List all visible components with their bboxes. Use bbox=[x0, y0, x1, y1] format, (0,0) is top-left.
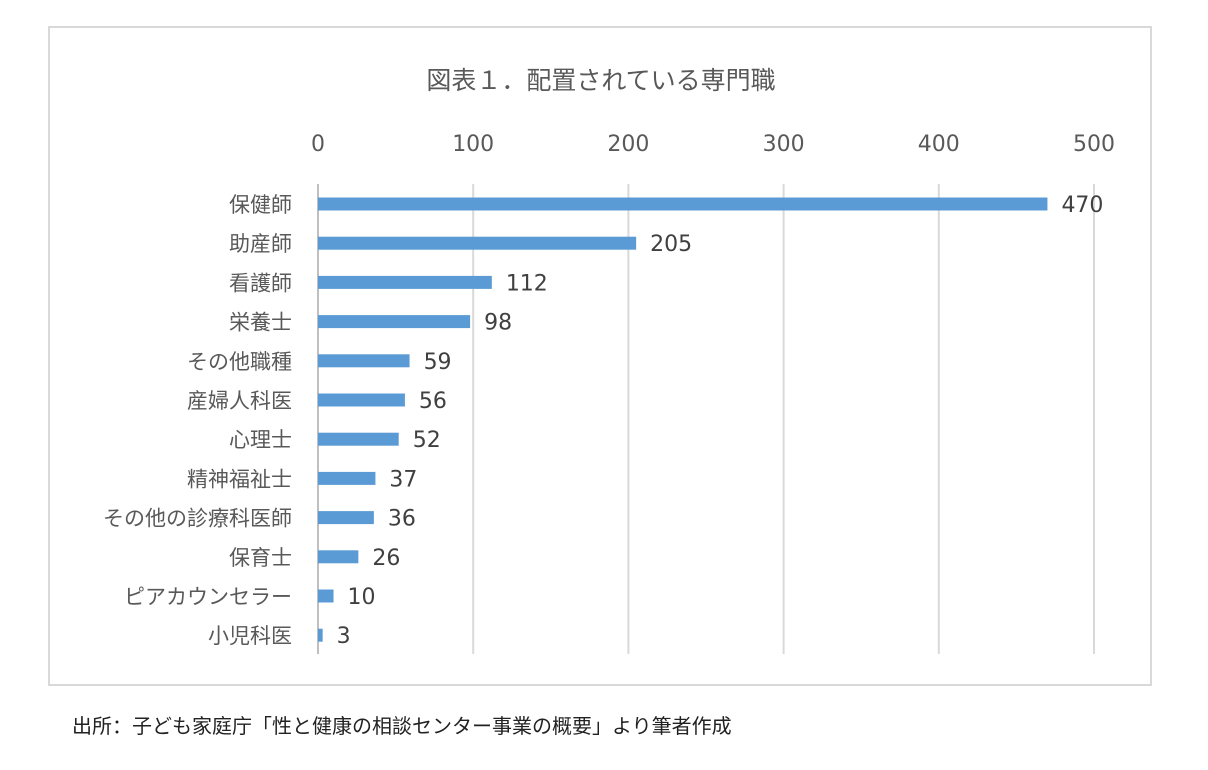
data-label: 36 bbox=[388, 507, 416, 532]
x-tick-label: 100 bbox=[452, 132, 494, 157]
category-label: 保健師 bbox=[229, 193, 292, 217]
bar bbox=[318, 197, 1048, 211]
category-label: 看護師 bbox=[229, 271, 292, 295]
bar bbox=[318, 275, 492, 289]
category-label: 産婦人科医 bbox=[187, 389, 292, 413]
data-label: 10 bbox=[348, 585, 376, 610]
gridlines bbox=[317, 184, 1095, 654]
bar bbox=[318, 589, 334, 603]
data-label: 3 bbox=[337, 624, 351, 649]
bar bbox=[318, 471, 376, 485]
category-labels: 保健師助産師看護師栄養士その他職種産婦人科医心理士精神福祉士その他の診療科医師保… bbox=[103, 193, 292, 648]
category-label: 栄養士 bbox=[229, 311, 292, 335]
category-label: その他職種 bbox=[187, 350, 292, 374]
category-label: ピアカウンセラー bbox=[124, 585, 292, 609]
bar-chart: 図表１．配置されている専門職 0 100 200 300 400 500 保健師助産師看護… bbox=[103, 66, 1115, 654]
x-tick-label: 0 bbox=[311, 132, 325, 157]
x-axis-ticks: 0 100 200 300 400 500 bbox=[311, 132, 1115, 157]
data-label: 470 bbox=[1061, 193, 1103, 218]
category-label: その他の診療科医師 bbox=[103, 507, 292, 531]
category-label: 精神福祉士 bbox=[187, 467, 292, 491]
bar bbox=[318, 236, 637, 250]
data-label: 52 bbox=[413, 428, 441, 453]
bar bbox=[318, 511, 374, 525]
x-tick-label: 300 bbox=[763, 132, 805, 157]
x-tick-label: 400 bbox=[918, 132, 960, 157]
category-label: 保育士 bbox=[229, 546, 292, 570]
data-label: 98 bbox=[484, 311, 512, 336]
chart-title: 図表１．配置されている専門職 bbox=[426, 66, 775, 95]
x-tick-label: 200 bbox=[607, 132, 649, 157]
bar bbox=[318, 628, 323, 642]
data-label: 26 bbox=[372, 546, 400, 571]
category-label: 助産師 bbox=[229, 232, 292, 256]
bar bbox=[318, 432, 399, 446]
bar bbox=[318, 550, 359, 564]
x-tick-label: 500 bbox=[1073, 132, 1115, 157]
chart-frame bbox=[48, 26, 1152, 686]
data-label: 56 bbox=[419, 389, 447, 414]
category-label: 小児科医 bbox=[208, 624, 292, 648]
bar bbox=[318, 315, 471, 329]
data-labels: 470 205 112 98 59 56 52 37 36 26 10 3 bbox=[337, 193, 1104, 649]
data-label: 205 bbox=[650, 232, 692, 257]
data-label: 112 bbox=[506, 271, 548, 296]
data-label: 59 bbox=[424, 350, 452, 375]
bars bbox=[318, 197, 1048, 642]
bar bbox=[318, 393, 405, 407]
bar bbox=[318, 354, 410, 368]
category-label: 心理士 bbox=[229, 428, 292, 452]
data-label: 37 bbox=[389, 467, 417, 492]
source-note: 出所：子ども家庭庁「性と健康の相談センター事業の概要」より筆者作成 bbox=[72, 714, 732, 738]
